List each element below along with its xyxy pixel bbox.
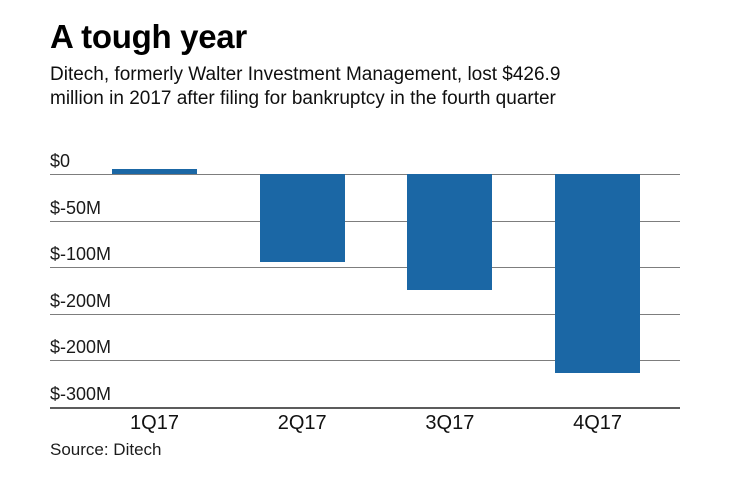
bar-3q17 <box>407 174 493 290</box>
chart-subtitle-line-2: million in 2017 after filing for bankrup… <box>50 87 556 109</box>
y-gridline <box>50 174 680 175</box>
y-tick-label: $0 <box>50 151 71 171</box>
y-tick-label: $-200M <box>50 337 112 357</box>
bar-1q17 <box>112 168 197 174</box>
y-tick-label: $-300M <box>50 383 112 404</box>
x-tick-label-2q17: 2Q17 <box>277 412 327 434</box>
x-tick-label-3q17: 3Q17 <box>425 412 475 434</box>
y-gridline <box>50 220 680 222</box>
x-axis-line <box>50 406 680 409</box>
y-gridline <box>50 267 680 268</box>
bar-4q17 <box>555 174 641 374</box>
chart-subtitle: Ditech, formerly Walter Investment Manag… <box>50 63 560 110</box>
bar-2q17 <box>259 174 345 262</box>
y-gridline <box>50 313 680 315</box>
y-tick-label: $-100M <box>50 244 112 264</box>
y-tick-label: $-200M <box>50 290 112 311</box>
x-tick-label-4q17: 4Q17 <box>573 412 623 434</box>
y-gridline <box>50 360 680 361</box>
chart-subtitle-line-1: Ditech, formerly Walter Investment Manag… <box>50 64 561 85</box>
chart-source: Source: Ditech <box>50 440 162 459</box>
y-tick-label: $-50M <box>50 197 102 218</box>
chart-title: A tough year <box>50 18 247 55</box>
x-tick-label-1q17: 1Q17 <box>130 412 179 434</box>
